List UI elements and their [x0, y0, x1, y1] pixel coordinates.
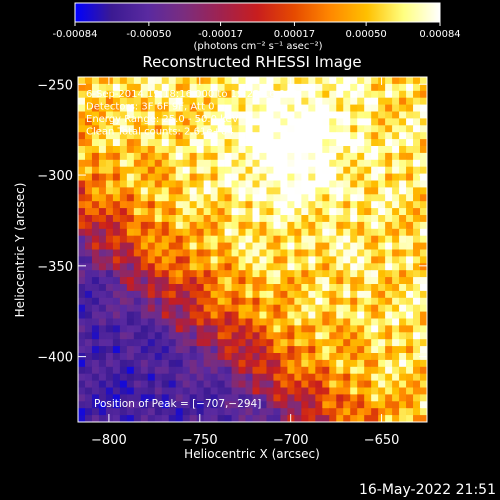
x-tick-label: −750	[182, 433, 218, 448]
colorbar-tick-label: 0.00084	[419, 29, 460, 40]
annotation-block: 6-Sep-2014 19:18:16.000 to 19:22:16.000 D…	[86, 89, 298, 138]
y-axis-label: Heliocentric Y (arcsec)	[13, 183, 27, 318]
annotation-line: Detectors: 3F 6F 9F, Att 0	[86, 102, 214, 113]
x-tick-label: −650	[364, 433, 400, 448]
x-axis-label: Heliocentric X (arcsec)	[184, 447, 320, 461]
annotation-line: Energy Range: 25.0 - 50.0 keV	[86, 114, 239, 125]
annotation-line: Clean Total counts: 2.61e+04	[86, 127, 234, 138]
colorbar-ticks: -0.00084 -0.00050 -0.00017 0.00017 0.00050 0.…	[53, 22, 461, 40]
heatmap-image	[78, 77, 427, 422]
colorbar: -0.00084 -0.00050 -0.00017 0.00017 0.00050 0.…	[53, 2, 461, 52]
render-date: 16-May-2022 21:51	[358, 482, 496, 498]
chart-title: Reconstructed RHESSI Image	[142, 53, 361, 71]
y-tick-label: −400	[37, 351, 73, 366]
y-tick-label: −300	[37, 169, 73, 184]
x-tick-label: −700	[273, 433, 309, 448]
y-axis-ticks: −400 −350 −300 −250	[37, 78, 427, 366]
colorbar-tick-label: -0.00050	[126, 29, 171, 40]
colorbar-tick-label: -0.00017	[198, 29, 243, 40]
plot-frame	[77, 76, 428, 423]
colorbar-tick-label: -0.00084	[53, 29, 98, 40]
y-tick-label: −250	[37, 78, 73, 93]
peak-position-label: Position of Peak = [−707,−294]	[94, 398, 261, 410]
plot-area: −800 −750 −700 −650 −400 −350 −300 −250	[37, 76, 428, 448]
x-tick-label: −800	[91, 433, 127, 448]
y-tick-label: −350	[37, 260, 73, 275]
annotation-line: 6-Sep-2014 19:18:16.000 to 19:22:16.000	[86, 89, 298, 100]
x-axis-ticks: −800 −750 −700 −650	[91, 77, 399, 448]
colorbar-unit-label: (photons cm⁻² s⁻¹ asec⁻²)	[193, 41, 322, 52]
colorbar-tick-label: 0.00050	[345, 29, 386, 40]
colorbar-tick-label: 0.00017	[274, 29, 315, 40]
colorbar-gradient	[74, 2, 441, 23]
